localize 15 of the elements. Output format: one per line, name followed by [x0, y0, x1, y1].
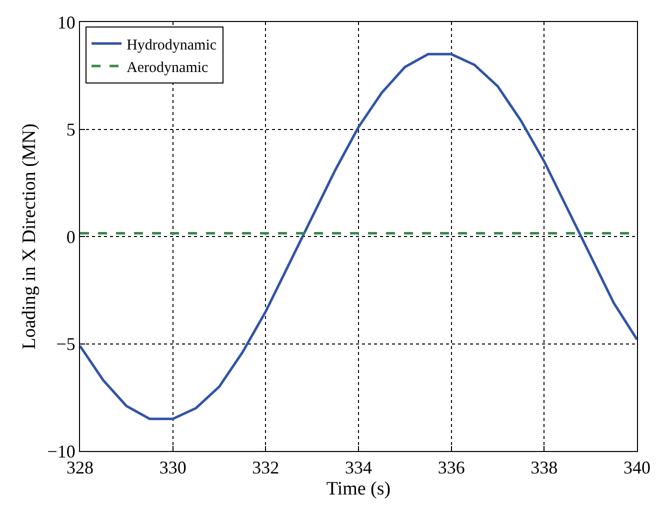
- y-tick-label: 0: [66, 226, 76, 247]
- x-tick-label: 332: [252, 458, 280, 478]
- x-tick-label: 330: [159, 458, 186, 478]
- legend-label: Aerodynamic: [126, 60, 209, 76]
- x-tick-label: 334: [345, 458, 372, 478]
- y-tick-label: 5: [66, 120, 76, 140]
- legend-label: Hydrodynamic: [126, 37, 217, 54]
- y-tick-label: 10: [57, 12, 76, 32]
- x-axis-title: Time (s): [326, 478, 391, 500]
- x-tick-label: 336: [438, 458, 465, 478]
- x-tick-label: 338: [530, 458, 558, 478]
- y-axis-title: Loading in X Direction (MN): [19, 124, 40, 350]
- x-tick-label: 340: [624, 458, 650, 478]
- y-tick-label: −5: [56, 334, 76, 354]
- line-series: [80, 52, 637, 420]
